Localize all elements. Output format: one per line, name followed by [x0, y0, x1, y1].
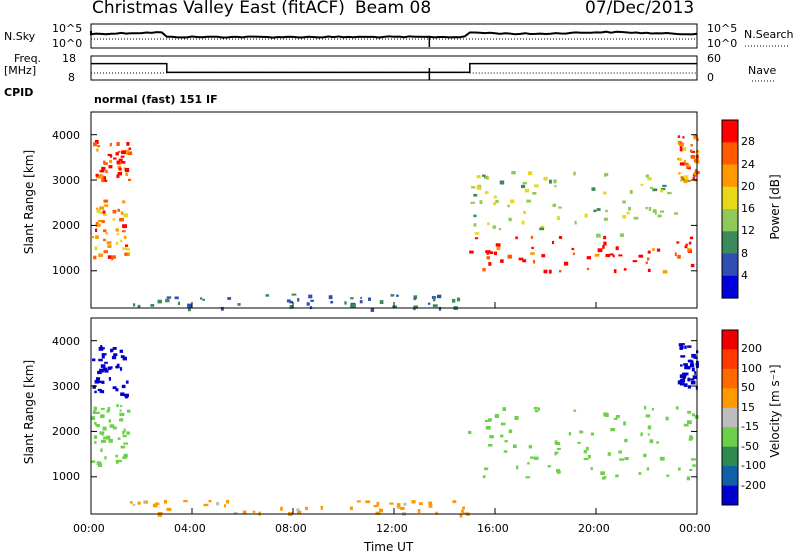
- vel-ytick-4000: 4000: [52, 335, 80, 348]
- velocity-region-0: [92, 345, 129, 399]
- power-cb-swatch-3: [722, 186, 738, 210]
- nsearch-label: N.Search: [744, 28, 794, 41]
- power-cb-swatch-5: [722, 231, 738, 255]
- vel-ytick-3000: 3000: [52, 380, 80, 393]
- velocity-cb-tick: 100: [741, 362, 762, 375]
- nsky-line: [90, 30, 698, 39]
- power-cb-swatch-0: [722, 120, 738, 143]
- x-tick-label: 00:00: [679, 522, 711, 535]
- power-cb-swatch-2: [722, 164, 738, 188]
- power-cb-tick: 20: [741, 180, 755, 193]
- velocity-cb-swatch-5: [722, 427, 738, 448]
- power-region-2: [133, 293, 461, 312]
- power-ytick-3000: 3000: [52, 174, 80, 187]
- velocity-region-4: [677, 343, 699, 390]
- velocity-region-3: [468, 405, 699, 481]
- velocity-bg: [91, 318, 697, 514]
- vel-cb-label: Velocity [m s⁻¹]: [768, 364, 782, 458]
- power-cb-label: Power [dB]: [768, 174, 782, 240]
- power-ytick-1000: 1000: [52, 264, 80, 277]
- velocity-region-1: [91, 404, 131, 467]
- velocity-cb-swatch-7: [722, 466, 738, 486]
- power-region-3: [469, 235, 695, 274]
- x-tick-label: 00:00: [73, 522, 105, 535]
- velocity-cb-swatch-4: [722, 407, 738, 428]
- velocity-cb-swatch-6: [722, 446, 738, 467]
- velocity-cb-swatch-2: [722, 368, 738, 389]
- site-title: Christmas Valley East (fitACF): [92, 0, 345, 18]
- power-cb-tick: 8: [741, 247, 748, 260]
- power-ytick-2000: 2000: [52, 219, 80, 232]
- nsky-tick-low: 10^0: [52, 37, 83, 50]
- power-region-1: [92, 199, 130, 261]
- freq-label-2: [MHz]: [4, 64, 37, 77]
- power-cb-swatch-6: [722, 253, 738, 277]
- power-cb-swatch-1: [722, 142, 738, 166]
- velocity-cb-tick: 200: [741, 342, 762, 355]
- freq-line: [91, 62, 697, 74]
- nsky-frame: [90, 23, 698, 49]
- power-region-4: [470, 171, 685, 238]
- velocity-cb-swatch-3: [722, 388, 738, 409]
- x-tick-label: 16:00: [477, 522, 509, 535]
- power-cb-frame: [721, 119, 739, 299]
- velocity-cb-swatch-1: [722, 349, 738, 370]
- velocity-cb-tick: -200: [741, 479, 766, 492]
- velocity-cb-frame: [721, 329, 739, 506]
- power-cb-tick: 4: [741, 269, 748, 282]
- power-cb-tick: 24: [741, 158, 755, 171]
- vel-ytick-2000: 2000: [52, 425, 80, 438]
- velocity-cb-tick: -100: [741, 459, 766, 472]
- power-cb-tick: 28: [741, 135, 755, 148]
- velocity-cb-tick: -15: [741, 420, 759, 433]
- x-tick-label: 20:00: [578, 522, 610, 535]
- x-tick-label: 12:00: [376, 522, 408, 535]
- freq-frame: [90, 55, 698, 81]
- nave-tick-low: 0: [707, 71, 714, 84]
- velocity-cb-tick: 15: [741, 401, 755, 414]
- x-axis-label: Time UT: [364, 540, 414, 554]
- velocity-cb-swatch-8: [722, 485, 738, 506]
- cpid-label: CPID: [4, 86, 34, 99]
- cpid-value: normal (fast) 151 IF: [94, 93, 218, 106]
- power-ytick-4000: 4000: [52, 129, 80, 142]
- power-region-0: [93, 140, 133, 183]
- nave-tick-high: 60: [707, 52, 721, 65]
- power-cb-swatch-4: [722, 209, 738, 232]
- nsearch-tick-low: 10^0: [707, 37, 738, 50]
- freq-label-1: Freq.: [14, 52, 42, 65]
- power-cb-tick: 12: [741, 224, 755, 237]
- velocity-cb-swatch-0: [722, 330, 738, 350]
- beam-label: Beam 08: [355, 0, 432, 18]
- velocity-ylabel: Slant Range [km]: [22, 359, 36, 465]
- x-tick-label: 04:00: [174, 522, 206, 535]
- vel-ytick-1000: 1000: [52, 470, 80, 483]
- power-cb-tick: 16: [741, 202, 755, 215]
- velocity-cb-tick: 50: [741, 381, 755, 394]
- freq-tick-low: 8: [68, 71, 75, 84]
- x-tick-label: 08:00: [275, 522, 307, 535]
- nave-label: Nave: [748, 64, 777, 77]
- nsky-tick-high: 10^5: [52, 22, 83, 35]
- nsearch-tick-high: 10^5: [707, 22, 738, 35]
- velocity-cb-tick: -50: [741, 440, 759, 453]
- power-ylabel: Slant Range [km]: [22, 149, 36, 255]
- power-cb-swatch-7: [722, 275, 738, 299]
- date-label: 07/Dec/2013: [585, 0, 695, 18]
- freq-tick-high: 18: [62, 52, 76, 65]
- nsky-label: N.Sky: [4, 30, 36, 43]
